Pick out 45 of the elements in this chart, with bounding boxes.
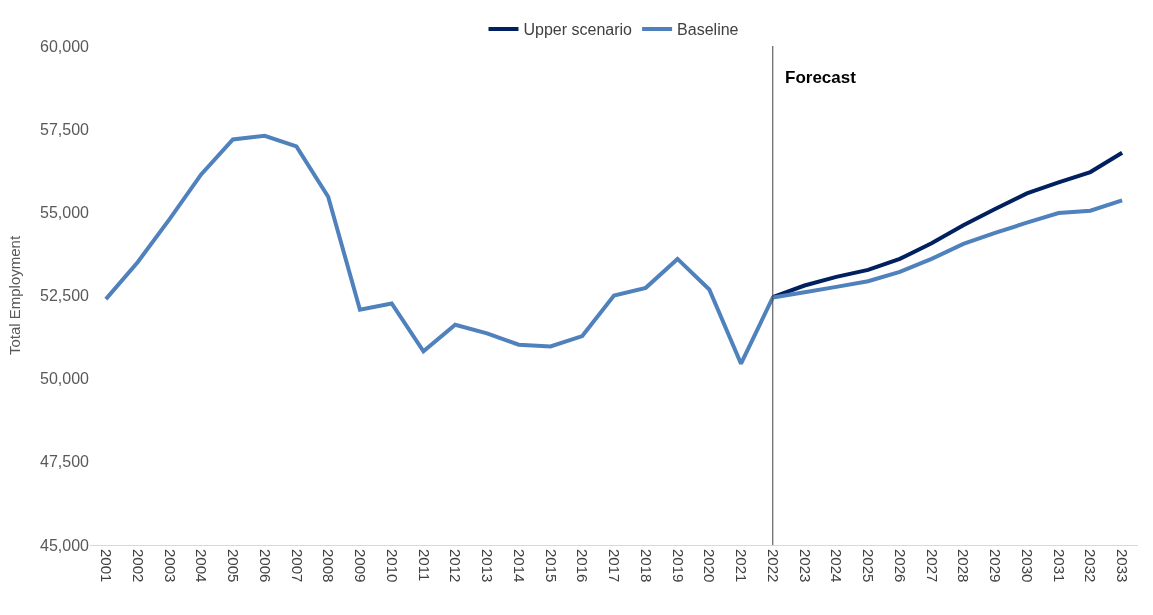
- x-tick-label: 2024: [828, 549, 846, 583]
- x-tick-label: 2023: [796, 549, 814, 583]
- x-tick-label: 2013: [479, 549, 497, 583]
- x-tick-label: 2014: [510, 549, 528, 583]
- y-tick-label: 47,500: [40, 453, 90, 471]
- x-tick-label: 2020: [701, 549, 719, 583]
- y-axis-title: Total Employment: [6, 235, 24, 356]
- y-tick-label: 52,500: [40, 287, 90, 305]
- x-tick-label: 2025: [860, 549, 878, 583]
- x-tick-label: 2012: [447, 549, 465, 583]
- x-tick-label: 2015: [542, 549, 560, 583]
- y-tick-label: 60,000: [40, 37, 90, 55]
- x-tick-label: 2010: [383, 549, 401, 583]
- x-tick-label: 2008: [320, 549, 338, 583]
- legend-label: Upper scenario: [523, 21, 633, 39]
- x-tick-label: 2003: [161, 549, 179, 583]
- y-tick-label: 57,500: [40, 120, 90, 138]
- y-tick-label: 45,000: [40, 536, 90, 554]
- x-tick-label: 2007: [288, 549, 306, 583]
- line-series: [103, 133, 1125, 366]
- x-tick-label: 2026: [891, 549, 909, 583]
- x-tick-label: 2022: [764, 549, 782, 583]
- x-tick-label: 2001: [98, 549, 115, 583]
- x-tick-label: 2017: [606, 549, 624, 583]
- x-tick-label: 2002: [129, 549, 147, 583]
- x-tick-label: 2019: [669, 549, 687, 583]
- legend-label: Baseline: [677, 21, 739, 39]
- x-tick-label: 2029: [987, 549, 1005, 583]
- x-tick-label: 2033: [1114, 549, 1132, 583]
- x-tick-label: 2028: [955, 549, 973, 583]
- x-tick-label: 2016: [574, 549, 592, 583]
- y-tick-label: 50,000: [40, 370, 90, 388]
- x-tick-label: 2030: [1018, 549, 1036, 583]
- x-tick-label: 2021: [733, 549, 751, 583]
- x-tick-label: 2018: [637, 549, 655, 583]
- x-tick-label: 2006: [256, 549, 274, 583]
- x-tick-label: 2031: [1050, 549, 1068, 583]
- x-tick-label: 2027: [923, 549, 941, 583]
- x-tick-label: 2005: [225, 549, 243, 583]
- x-tick-label: 2011: [415, 549, 433, 582]
- y-tick-label: 55,000: [40, 203, 90, 221]
- x-tick-label: 2009: [352, 549, 370, 583]
- ref-line-label: Forecast: [785, 68, 857, 87]
- x-tick-label: 2032: [1082, 549, 1100, 583]
- x-tick-label: 2004: [193, 549, 211, 583]
